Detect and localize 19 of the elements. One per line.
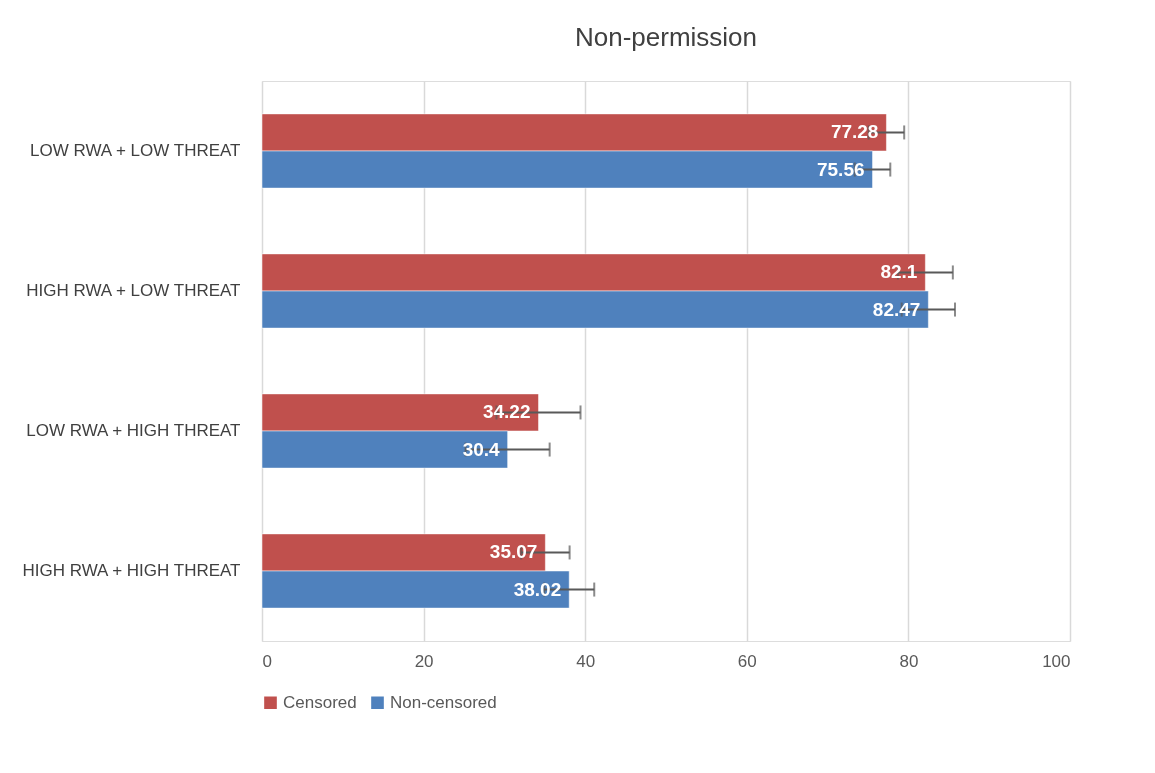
legend-label: Censored bbox=[283, 692, 357, 712]
data-label: 35.07 bbox=[489, 541, 538, 563]
chart-title: Non-permission bbox=[574, 22, 758, 52]
y-tick-label: LOW RWA + HIGH THREAT bbox=[26, 421, 241, 440]
legend-label: Non-censored bbox=[390, 692, 497, 712]
data-label: 82.47 bbox=[872, 298, 921, 320]
x-tick-label: 20 bbox=[414, 651, 434, 671]
y-tick-label: HIGH RWA + HIGH THREAT bbox=[22, 561, 241, 580]
x-tick-label: 100 bbox=[1042, 651, 1071, 671]
x-tick-label: 40 bbox=[576, 651, 596, 671]
x-tick-label: 80 bbox=[899, 651, 919, 671]
y-tick-label: LOW RWA + LOW THREAT bbox=[30, 141, 241, 160]
data-label: 75.56 bbox=[816, 158, 865, 180]
data-label: 38.02 bbox=[513, 578, 562, 600]
x-tick-label: 60 bbox=[737, 651, 757, 671]
data-label: 82.1 bbox=[880, 261, 918, 283]
data-label: 77.28 bbox=[830, 121, 879, 143]
x-tick-label: 0 bbox=[262, 651, 272, 671]
y-tick-label: HIGH RWA + LOW THREAT bbox=[26, 281, 241, 300]
